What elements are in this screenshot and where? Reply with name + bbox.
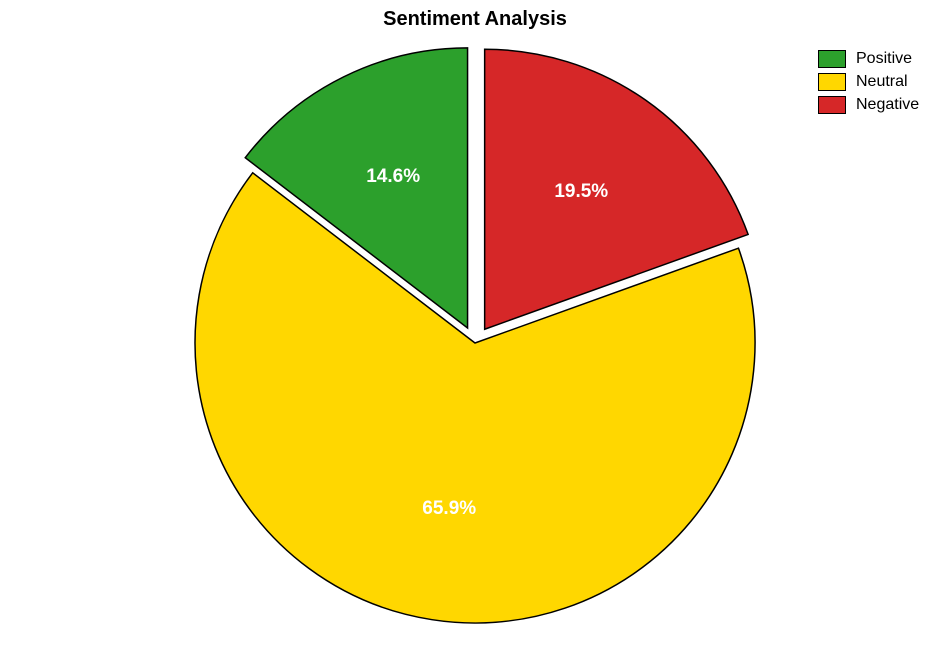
slice-label-positive: 14.6% bbox=[366, 166, 420, 188]
legend-label-positive: Positive bbox=[856, 48, 912, 70]
pie-svg bbox=[0, 0, 950, 662]
slice-label-neutral: 65.9% bbox=[422, 498, 476, 520]
legend: PositiveNeutralNegative bbox=[818, 48, 919, 117]
legend-label-neutral: Neutral bbox=[856, 71, 908, 93]
slice-label-negative: 19.5% bbox=[554, 181, 608, 203]
legend-swatch-positive bbox=[818, 50, 846, 68]
legend-item-neutral: Neutral bbox=[818, 71, 919, 93]
legend-label-negative: Negative bbox=[856, 94, 919, 116]
sentiment-pie-chart: Sentiment Analysis PositiveNeutralNegati… bbox=[0, 0, 950, 662]
legend-item-positive: Positive bbox=[818, 48, 919, 70]
legend-swatch-negative bbox=[818, 96, 846, 114]
legend-item-negative: Negative bbox=[818, 94, 919, 116]
legend-swatch-neutral bbox=[818, 73, 846, 91]
